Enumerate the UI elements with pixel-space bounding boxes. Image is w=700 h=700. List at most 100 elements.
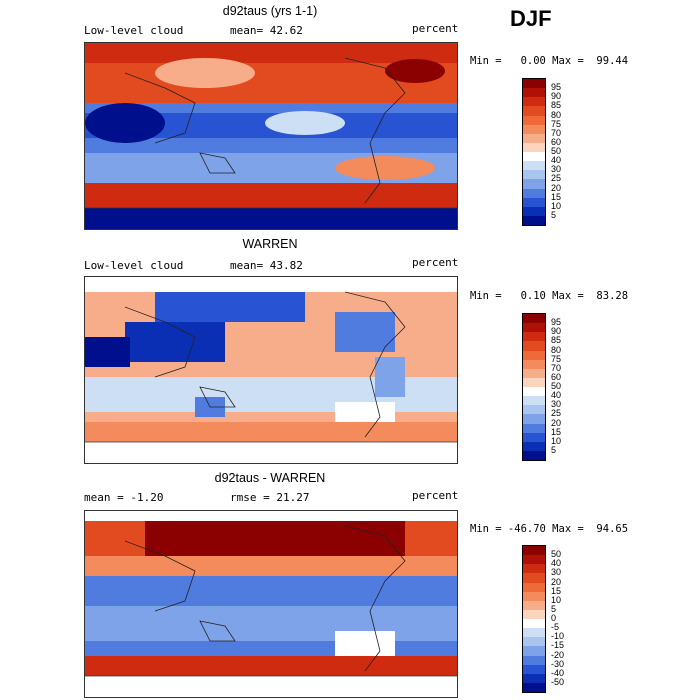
colorbar-swatch: [523, 414, 545, 424]
panel-2-colorbar-labels: 95 90 85 80 75 70 60 50 40 30 25 20 15 10 5: [551, 313, 581, 459]
panel-3-map-svg: [85, 511, 457, 697]
colorbar-tick-label: 85: [551, 335, 562, 346]
colorbar-tick-label: 50: [551, 146, 562, 156]
colorbar-swatch: [523, 591, 545, 601]
colorbar-tick-label: -30: [551, 658, 565, 669]
colorbar-tick-label: 75: [551, 118, 562, 129]
colorbar-swatch: [523, 441, 545, 451]
colorbar-tick-label: 40: [551, 558, 562, 569]
colorbar-swatch: [523, 673, 545, 683]
colorbar-tick-label: 25: [551, 408, 562, 419]
colorbar-tick-label: 25: [551, 173, 562, 184]
colorbar-swatch: [523, 564, 545, 574]
colorbar-swatch: [523, 197, 545, 207]
colorbar-tick-label: 70: [551, 362, 562, 373]
colorbar-swatch: [523, 387, 545, 397]
colorbar-swatch: [523, 405, 545, 415]
colorbar-tick-label: 0: [551, 613, 557, 623]
panel-1-mean: mean= 42.62: [230, 24, 303, 37]
colorbar-tick-label: 10: [551, 200, 562, 211]
panel-2-map: [84, 276, 458, 464]
colorbar-swatch: [523, 323, 545, 333]
panel-2-mean: mean= 43.82: [230, 259, 303, 272]
panel-2-map-svg: [85, 277, 457, 463]
colorbar-tick-label: 90: [551, 91, 562, 102]
colorbar-swatch: [523, 546, 545, 556]
panel-3-units: percent: [412, 489, 459, 502]
colorbar-swatch: [523, 646, 545, 656]
colorbar-swatch: [523, 152, 545, 162]
colorbar-tick-label: 15: [551, 585, 562, 596]
colorbar-swatch: [523, 637, 545, 647]
panel-2-minmax: Min = 0.10 Max = 83.28: [470, 290, 629, 302]
colorbar-tick-label: 10: [551, 435, 562, 446]
panel-3-mean: mean = -1.20: [84, 491, 164, 504]
colorbar-swatch: [523, 396, 545, 406]
colorbar-tick-label: 50: [551, 381, 562, 391]
colorbar-tick-label: 85: [551, 100, 562, 111]
colorbar-swatch: [523, 450, 545, 460]
colorbar-swatch: [523, 555, 545, 565]
colorbar-swatch: [523, 161, 545, 171]
colorbar-tick-label: 50: [551, 549, 562, 560]
panel-1-map: [84, 42, 458, 230]
colorbar-swatch: [523, 115, 545, 125]
colorbar-swatch: [523, 170, 545, 180]
colorbar-swatch: [523, 350, 545, 360]
panel-2-units: percent: [412, 256, 459, 269]
colorbar-swatch: [523, 655, 545, 665]
colorbar-tick-label: 5: [551, 209, 557, 220]
panel-1-colorbar-labels: 95 90 85 80 75 70 60 50 40 30 25 20 15 10 5: [551, 78, 581, 224]
colorbar-swatch: [523, 628, 545, 638]
panel-2-title: WARREN: [242, 237, 298, 251]
colorbar-swatch: [523, 423, 545, 433]
panel-2-colorbar: [522, 313, 546, 461]
colorbar-tick-label: 95: [551, 82, 562, 93]
panel-3-colorbar-labels: 50 40 30 20 15 10 5 0 -5 -10 -15 -20 -30 -40 -50: [551, 545, 581, 691]
colorbar-swatch: [523, 359, 545, 369]
colorbar-swatch: [523, 619, 545, 629]
colorbar-swatch: [523, 573, 545, 583]
colorbar-swatch: [523, 664, 545, 674]
panel-1-units: percent: [412, 22, 459, 35]
colorbar-tick-label: 5: [551, 444, 557, 455]
season-title: DJF: [510, 6, 552, 31]
colorbar-swatch: [523, 106, 545, 116]
colorbar-tick-label: -40: [551, 667, 565, 678]
colorbar-swatch: [523, 432, 545, 442]
colorbar-tick-label: -50: [551, 676, 565, 687]
colorbar-tick-label: 90: [551, 326, 562, 337]
colorbar-swatch: [523, 314, 545, 324]
colorbar-swatch: [523, 341, 545, 351]
colorbar-tick-label: 40: [551, 155, 562, 166]
colorbar-swatch: [523, 133, 545, 143]
colorbar-tick-label: 60: [551, 371, 562, 382]
colorbar-tick-label: -5: [551, 622, 560, 633]
panel-1-field-label: Low-level cloud: [84, 24, 184, 37]
colorbar-swatch: [523, 332, 545, 342]
colorbar-swatch: [523, 368, 545, 378]
colorbar-tick-label: 15: [551, 191, 562, 202]
colorbar-tick-label: 80: [551, 344, 562, 355]
panel-3-map: [84, 510, 458, 698]
colorbar-swatch: [523, 206, 545, 216]
colorbar-tick-label: 30: [551, 567, 562, 578]
colorbar-tick-label: -20: [551, 649, 565, 660]
panel-3-rmse: rmse = 21.27: [230, 491, 310, 504]
panel-3-colorbar: [522, 545, 546, 693]
colorbar-swatch: [523, 179, 545, 189]
panel-3-title: d92taus - WARREN: [214, 471, 326, 485]
colorbar-swatch: [523, 97, 545, 107]
colorbar-tick-label: -10: [551, 631, 565, 642]
colorbar-swatch: [523, 79, 545, 89]
panel-1-map-svg: [85, 43, 457, 229]
panel-1-minmax: Min = 0.00 Max = 99.44: [470, 55, 629, 67]
colorbar-swatch: [523, 88, 545, 98]
colorbar-tick-label: 95: [551, 317, 562, 328]
colorbar-tick-label: 20: [551, 182, 562, 193]
colorbar-tick-label: 30: [551, 164, 562, 175]
colorbar-tick-label: 40: [551, 390, 562, 401]
colorbar-swatch: [523, 682, 545, 692]
colorbar-tick-label: 75: [551, 353, 562, 364]
colorbar-swatch: [523, 600, 545, 610]
